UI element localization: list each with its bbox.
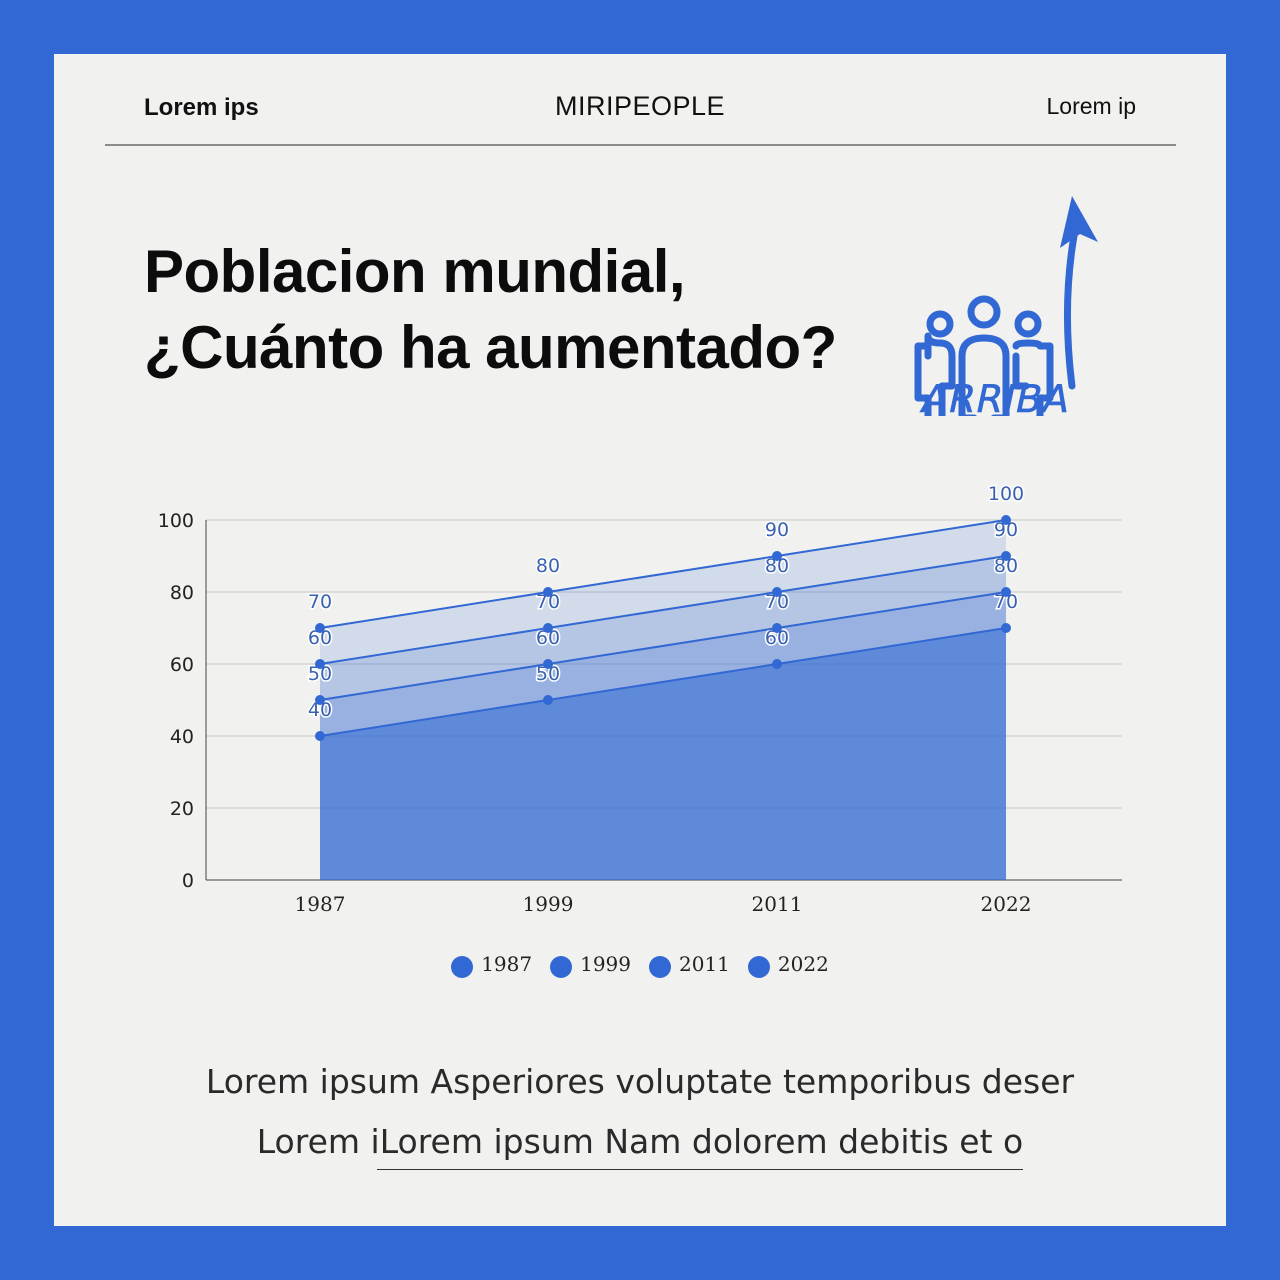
legend-item: 2022 [747,949,829,979]
line-2022 [319,519,1007,629]
title-line-1: Poblacion mundial, [144,238,686,305]
point-2011 [1001,551,1011,561]
data-label: 80 [765,555,789,577]
y-tick-label: 100 [158,510,194,532]
header-divider [105,144,1176,146]
data-label: 50 [308,663,332,685]
point-2011 [543,623,553,633]
x-tick-label: 2022 [981,892,1032,916]
y-tick-label: 40 [170,726,194,748]
point-1987 [772,659,782,669]
footer-line-2: Lorem iLorem ipsum Nam dolorem debitis e… [256,1112,1024,1172]
legend-label: 2022 [777,952,829,976]
footer-underline [376,1168,1024,1170]
x-tick-label: 2011 [752,892,803,916]
post-card: Lorem ips MIRIPEOPLE Lorem ip Poblacion … [54,54,1226,1226]
logo-text: ARRIBA [917,377,1074,416]
y-tick-label: 20 [170,798,194,820]
data-label: 90 [765,519,789,541]
chart-legend: 1987 1999 2011 2022 [54,949,1226,979]
legend-item: 2011 [649,949,730,979]
legend-marker [550,956,573,978]
legend-marker [747,956,770,978]
point-1999 [315,695,325,705]
area-1987 [320,628,1006,880]
data-label: 70 [308,591,332,613]
legend-item: 1987 [451,949,532,979]
point-1999 [1001,587,1011,597]
y-tick-label: 60 [170,654,194,676]
data-label: 60 [765,627,789,649]
point-2022 [543,587,553,597]
x-tick-label: 1999 [523,892,574,916]
point-1999 [772,623,782,633]
line-2011 [319,555,1007,665]
point-2022 [1001,515,1011,525]
legend-item: 1999 [550,949,631,979]
data-label: 100 [988,483,1024,505]
point-2011 [315,659,325,669]
x-tick-label: 1987 [295,892,346,916]
point-2022 [315,623,325,633]
title-line-2: ¿Cuánto ha aumentado? [144,314,837,381]
header-left-text: Lorem ips [144,94,259,121]
footer-line-1: Lorem ipsum Asperiores voluptate tempori… [205,1062,1075,1101]
legend-label: 2011 [679,952,730,976]
footer-text: Lorem ipsum Asperiores voluptate tempori… [54,1052,1226,1172]
line-1999 [319,591,1007,701]
point-1999 [543,659,553,669]
point-1987 [1001,623,1011,633]
legend-label: 1987 [481,952,533,976]
page-title: Poblacion mundial, ¿Cuánto ha aumentado? [144,234,904,386]
point-1987 [315,731,325,741]
y-tick-label: 0 [182,870,194,892]
brand-name: MIRIPEOPLE [554,91,726,121]
header-right-text: Lorem ip [1046,93,1136,119]
people-up-arrow-icon: ARRIBA [914,196,1098,416]
point-2022 [772,551,782,561]
legend-marker [451,956,474,978]
y-tick-label: 80 [170,582,194,604]
legend-marker [649,956,671,978]
header-bar: Lorem ips MIRIPEOPLE Lorem ip [54,54,1226,146]
legend-label: 1999 [580,952,631,976]
data-label: 80 [536,555,560,577]
line-1987 [319,627,1007,737]
point-2011 [772,587,782,597]
point-1987 [543,695,553,705]
footer-line-2-text: Lorem iLorem ipsum Nam dolorem debitis e… [256,1122,1024,1161]
data-label: 60 [308,627,332,649]
population-area-chart: 0204060801004050607050607080607080907080… [158,482,1122,916]
